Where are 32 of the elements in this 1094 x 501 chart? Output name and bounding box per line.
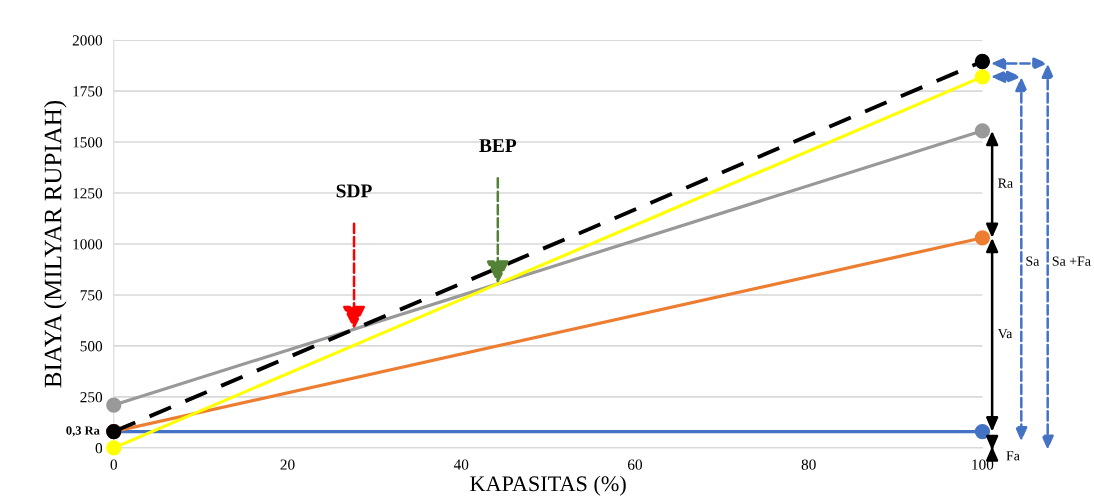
y-tick-label: 1500	[73, 137, 103, 148]
y-axis-title: BIAYA (MILYAR RUPIAH)	[43, 100, 67, 388]
point	[974, 423, 991, 440]
point	[974, 230, 991, 246]
y-tick-label: 750	[80, 290, 103, 301]
point	[974, 69, 991, 85]
x-tick-label: 40	[453, 459, 469, 470]
point	[974, 53, 991, 70]
x-tick-label: 80	[801, 459, 816, 470]
text: Sa +Fa	[1052, 256, 1091, 266]
x-tick-label: 20	[280, 459, 295, 470]
x-tick-label: 0	[110, 459, 118, 470]
point	[106, 440, 122, 456]
text: Va	[997, 328, 1013, 339]
text: Sa	[1026, 256, 1040, 266]
y-tick-label: 1000	[73, 239, 103, 250]
y-tick-label: 1750	[73, 86, 103, 97]
annotation: 0,3 Ra	[66, 426, 100, 437]
point	[974, 123, 991, 139]
text: Ra	[998, 178, 1013, 188]
annotation: BEP	[479, 139, 517, 152]
y-tick-label: 0	[95, 443, 103, 454]
x-axis-title: KAPASITAS (%)	[470, 475, 626, 496]
point	[106, 397, 122, 413]
text: Fa	[1006, 451, 1020, 461]
y-tick-label: 2000	[72, 35, 103, 46]
x-tick-label: 60	[627, 459, 643, 470]
annotation: SDP	[336, 184, 372, 198]
y-tick-label: 500	[80, 341, 103, 352]
y-tick-label: 1250	[73, 188, 103, 199]
x-tick-label: 100	[972, 459, 994, 470]
y-tick-label: 250	[80, 392, 103, 403]
